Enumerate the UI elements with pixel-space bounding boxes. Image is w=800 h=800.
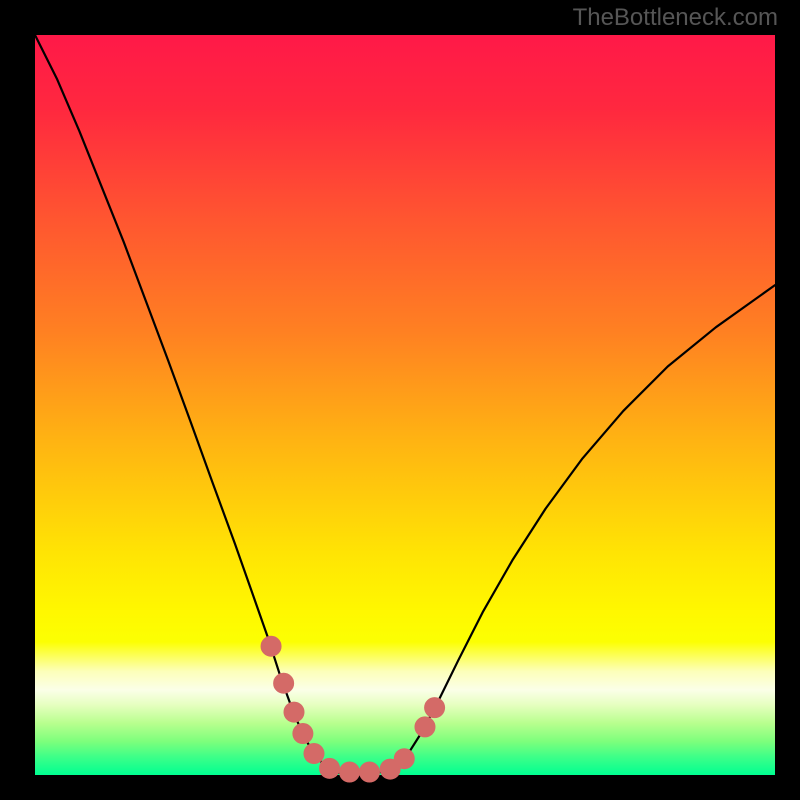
data-marker bbox=[425, 698, 445, 718]
data-marker bbox=[394, 749, 414, 769]
watermark-text: TheBottleneck.com bbox=[573, 4, 778, 32]
data-marker bbox=[340, 762, 360, 782]
data-marker bbox=[359, 762, 379, 782]
data-marker bbox=[304, 744, 324, 764]
data-marker bbox=[261, 636, 281, 656]
plot-area bbox=[35, 35, 775, 775]
bottleneck-curve-chart bbox=[35, 35, 775, 775]
data-marker bbox=[293, 724, 313, 744]
curve-path bbox=[35, 35, 775, 773]
data-marker bbox=[320, 758, 340, 778]
data-marker bbox=[274, 673, 294, 693]
data-marker bbox=[284, 702, 304, 722]
data-marker bbox=[415, 717, 435, 737]
